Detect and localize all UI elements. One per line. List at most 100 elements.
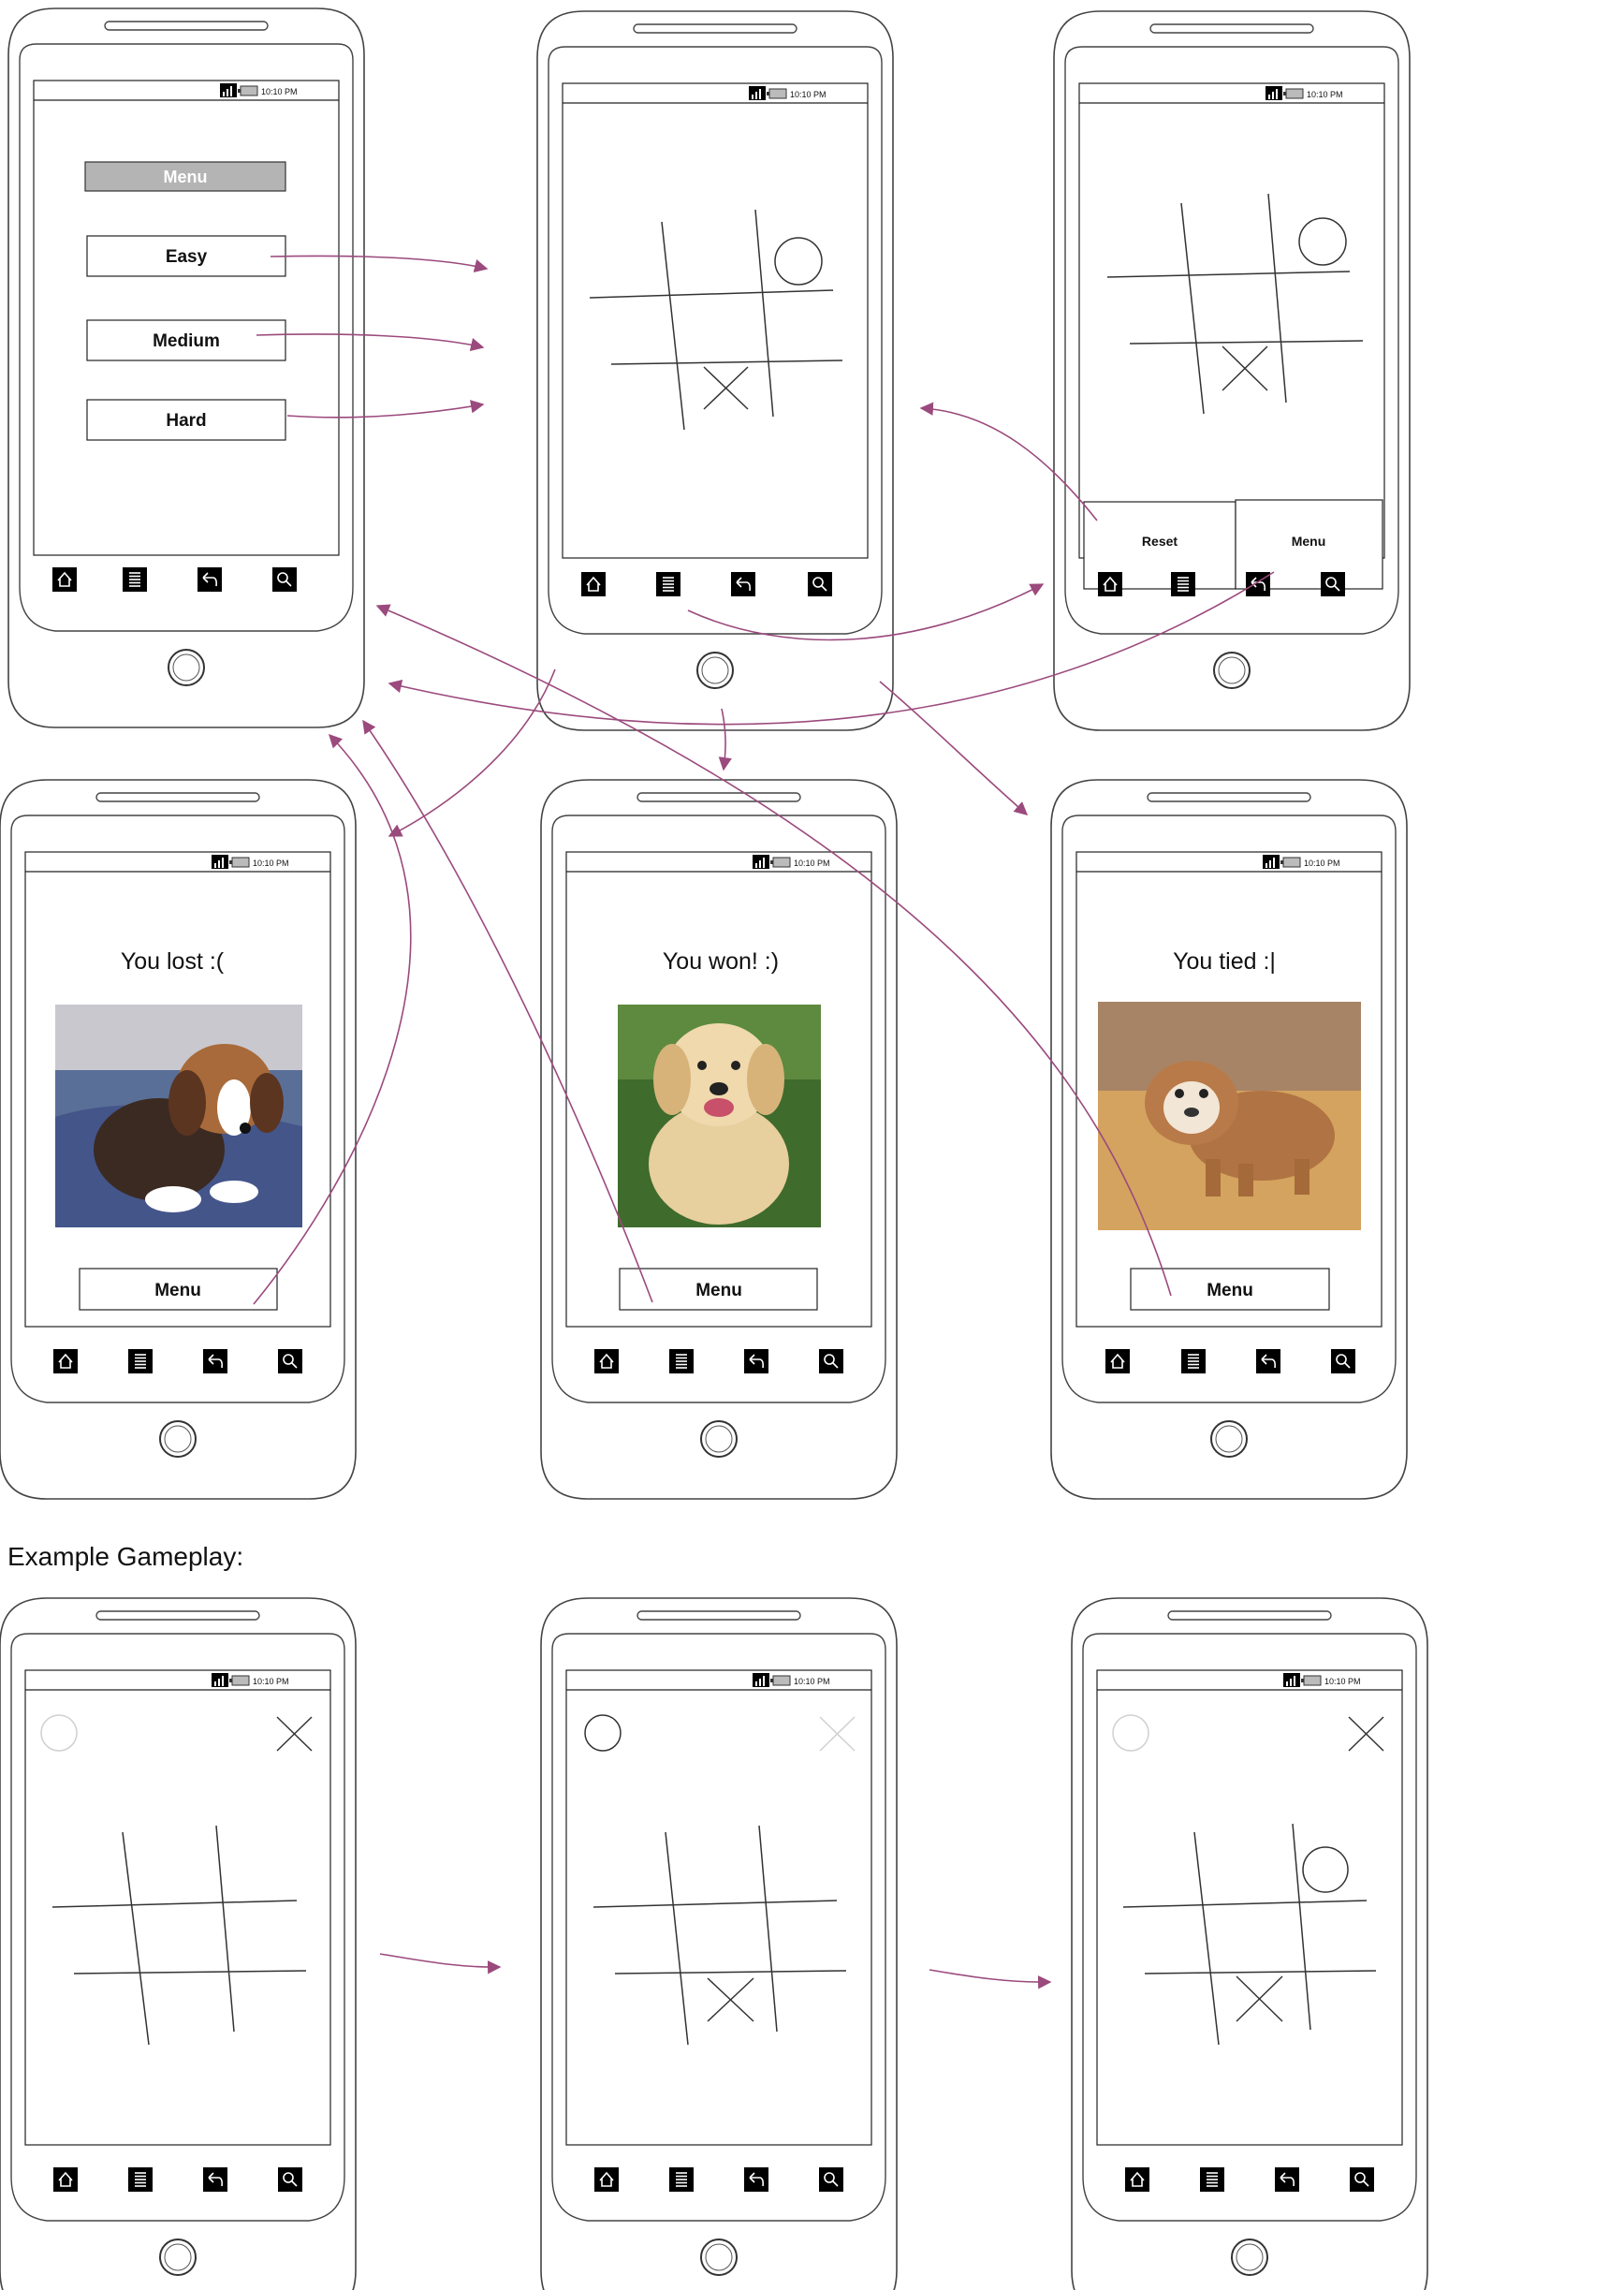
nav-bar — [53, 1349, 302, 1373]
menu-list-icon[interactable] — [1200, 2167, 1224, 2192]
menu-button[interactable]: Menu — [619, 1268, 818, 1311]
menu-list-icon[interactable] — [128, 2167, 153, 2192]
game-board — [1106, 193, 1364, 415]
phone-result-tied: 10:10 PM You tied :| Menu — [1050, 779, 1408, 1500]
back-icon[interactable] — [731, 572, 755, 596]
menu-list-icon[interactable] — [1171, 572, 1195, 596]
nav-bar — [53, 2167, 302, 2192]
home-icon[interactable] — [53, 2167, 78, 2192]
golden-retriever-puppy-picture — [618, 1005, 821, 1227]
hard-button[interactable]: Hard — [86, 399, 286, 441]
phone-game-board: 10:10 PM — [536, 10, 894, 731]
home-icon[interactable] — [1125, 2167, 1149, 2192]
status-time: 10:10 PM — [261, 87, 298, 96]
home-icon[interactable] — [594, 1349, 619, 1373]
arrow-tied-menu-to-start — [375, 604, 1172, 1297]
menu-list-icon[interactable] — [669, 1349, 694, 1373]
example-gameplay-title: Example Gameplay: — [7, 1542, 243, 1571]
status-bar: 10:10 PM — [212, 855, 289, 869]
easy-button[interactable]: Easy — [86, 235, 286, 277]
svg-text:Menu: Menu — [1292, 534, 1326, 549]
phone-result-lost: 10:10 PM You lost :( Menu — [0, 779, 357, 1500]
search-icon[interactable] — [819, 2167, 843, 2192]
back-icon[interactable] — [1246, 572, 1270, 596]
status-bar: 10:10 PM — [753, 855, 830, 869]
x-mark[interactable] — [1236, 1975, 1283, 2022]
home-icon[interactable] — [594, 2167, 619, 2192]
x-mark[interactable] — [1222, 345, 1268, 391]
svg-text:Menu: Menu — [695, 1281, 742, 1300]
menu-button[interactable]: Menu — [1130, 1268, 1330, 1311]
back-icon[interactable] — [1256, 1349, 1280, 1373]
home-icon[interactable] — [581, 572, 606, 596]
home-icon[interactable] — [1105, 1349, 1130, 1373]
svg-text:Menu: Menu — [164, 168, 208, 186]
nav-bar — [594, 1349, 843, 1373]
status-time: 10:10 PM — [1324, 1677, 1361, 1686]
back-icon[interactable] — [744, 1349, 768, 1373]
medium-button[interactable]: Medium — [86, 319, 286, 361]
signal-icon — [749, 86, 766, 100]
nav-bar — [594, 2167, 843, 2192]
status-bar: 10:10 PM — [1266, 86, 1343, 100]
menu-list-icon[interactable] — [128, 1349, 153, 1373]
o-mark[interactable] — [774, 237, 823, 286]
menu-list-icon[interactable] — [669, 2167, 694, 2192]
menu-list-icon[interactable] — [656, 572, 680, 596]
home-icon[interactable] — [52, 567, 77, 592]
back-icon[interactable] — [1275, 2167, 1299, 2192]
svg-text:Medium: Medium — [153, 331, 220, 351]
home-icon[interactable] — [53, 1349, 78, 1373]
phone-result-won: 10:10 PM You won! :) Menu — [540, 779, 898, 1500]
svg-text:Easy: Easy — [166, 247, 208, 267]
x-mark[interactable] — [707, 1977, 754, 2022]
signal-icon — [753, 1673, 769, 1687]
status-time: 10:10 PM — [794, 859, 830, 868]
back-icon[interactable] — [203, 1349, 227, 1373]
menu-list-icon[interactable] — [1181, 1349, 1206, 1373]
flow-arrows — [253, 255, 1275, 1989]
battery-icon — [767, 88, 787, 99]
x-turn-indicator — [819, 1716, 856, 1752]
status-time: 10:10 PM — [794, 1677, 830, 1686]
game-board — [589, 209, 843, 431]
result-message: You won! :) — [663, 948, 779, 975]
phone-start-menu: 10:10 PM Menu Easy Medium Hard — [7, 7, 365, 728]
home-icon[interactable] — [1098, 572, 1122, 596]
search-icon[interactable] — [819, 1349, 843, 1373]
phone-example-x-played: 10:10 PM — [540, 1597, 898, 2290]
nav-bar — [1098, 572, 1345, 596]
search-icon[interactable] — [272, 567, 297, 592]
battery-icon — [770, 1675, 791, 1686]
arrow-game-to-tied — [879, 681, 1029, 815]
back-icon[interactable] — [744, 2167, 768, 2192]
x-mark[interactable] — [703, 366, 749, 410]
o-mark[interactable] — [1298, 217, 1347, 266]
status-bar: 10:10 PM — [212, 1673, 289, 1687]
phone-example-o-played: 10:10 PM — [1071, 1597, 1428, 2290]
bulldog-puppy-picture — [1098, 1002, 1361, 1230]
search-icon[interactable] — [1331, 1349, 1355, 1373]
menu-list-icon[interactable] — [123, 567, 147, 592]
back-icon[interactable] — [198, 567, 222, 592]
battery-icon — [229, 857, 250, 868]
back-icon[interactable] — [203, 2167, 227, 2192]
battery-icon — [238, 85, 258, 96]
arrow-example-2-to-3 — [929, 1969, 1052, 1989]
arrow-nav-menu-to-game-menu — [687, 583, 1045, 641]
signal-icon — [212, 1673, 228, 1687]
arrow-game-to-won — [718, 708, 732, 771]
nav-bar — [581, 572, 832, 596]
search-icon[interactable] — [808, 572, 832, 596]
search-icon[interactable] — [1350, 2167, 1374, 2192]
menu-button[interactable]: Menu — [79, 1268, 278, 1311]
search-icon[interactable] — [278, 2167, 302, 2192]
battery-icon — [1283, 88, 1304, 99]
o-turn-indicator — [40, 1714, 78, 1752]
o-mark[interactable] — [1302, 1846, 1349, 1893]
game-board — [1122, 1823, 1377, 2046]
search-icon[interactable] — [278, 1349, 302, 1373]
arrow-example-1-to-2 — [379, 1953, 502, 1974]
search-icon[interactable] — [1321, 572, 1345, 596]
